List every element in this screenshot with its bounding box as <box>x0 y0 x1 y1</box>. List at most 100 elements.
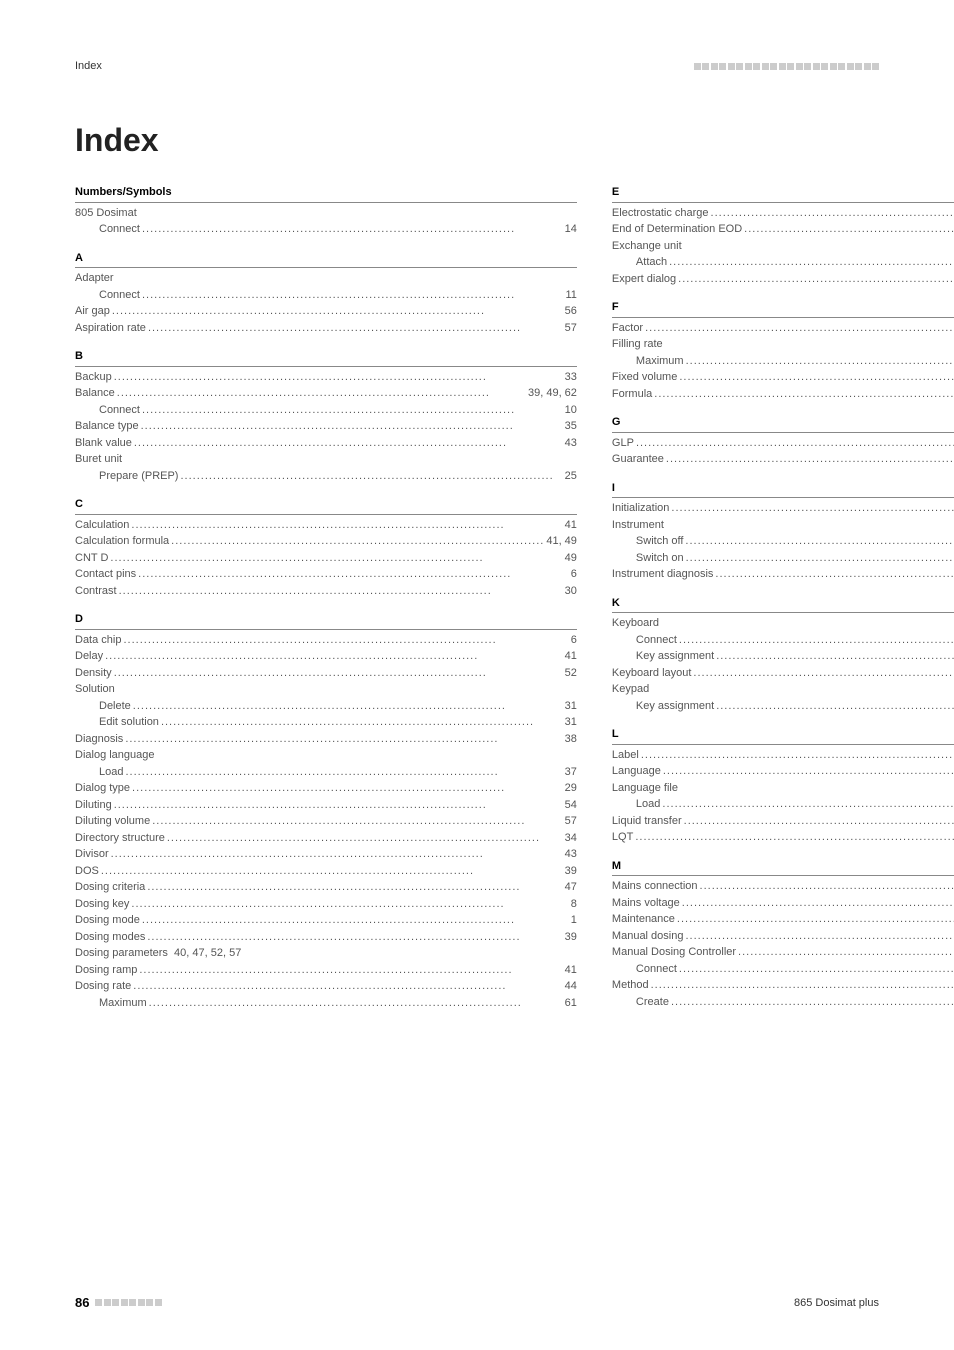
index-section-header: I <box>612 480 954 499</box>
page-header: Index <box>75 60 879 72</box>
index-entry-page: 30 <box>565 583 577 600</box>
index-entry-leader <box>101 863 563 880</box>
index-entry-label: Prepare (PREP) <box>99 468 178 485</box>
index-entry-leader <box>105 648 563 665</box>
index-entry: Method 20 <box>612 977 954 994</box>
index-entry-page: 31 <box>565 714 577 731</box>
decoration-block <box>711 63 718 70</box>
index-entry: Connect 11 <box>612 632 954 649</box>
index-entry-label: Electrostatic charge <box>612 205 709 222</box>
index-entry-page: 29 <box>565 780 577 797</box>
index-entry: GLP 59 <box>612 435 954 452</box>
index-entry-leader <box>152 813 562 830</box>
index-entry-label: Calculation <box>75 517 129 534</box>
index-entry-label: Aspiration rate <box>75 320 146 337</box>
index-entry: Contrast 30 <box>75 583 577 600</box>
index-entry-leader <box>678 271 954 288</box>
index-entry-label: Label <box>612 747 639 764</box>
index-entry-page: 57 <box>565 320 577 337</box>
index-entry-label: Diluting volume <box>75 813 150 830</box>
index-column: EElectrostatic charge 4End of Determinat… <box>612 184 954 1011</box>
index-entry-leader <box>125 764 562 781</box>
index-entry-label: Contrast <box>75 583 117 600</box>
index-entry-page: 41, 49 <box>546 533 577 550</box>
index-entry: Language 28 <box>612 763 954 780</box>
index-entry: Backup 33 <box>75 369 577 386</box>
index-entry-label: Delay <box>75 648 103 665</box>
index-entry-label: Balance type <box>75 418 139 435</box>
index-entry: Diluting 54 <box>75 797 577 814</box>
index-entry-label: Diluting <box>75 797 112 814</box>
index-entry-label: Edit solution <box>99 714 159 731</box>
index-entry-page: 25 <box>565 468 577 485</box>
index-entry-label: Attach <box>636 254 667 271</box>
index-entry-leader <box>693 665 954 682</box>
index-entry: Exchange unit <box>612 238 954 255</box>
index-entry-page: 35 <box>565 418 577 435</box>
index-entry: Keyboard <box>612 615 954 632</box>
index-entry-page: 43 <box>565 435 577 452</box>
footer-page-number: 86 <box>75 1295 89 1310</box>
index-entry-label: Connect <box>636 961 677 978</box>
index-entry-label: Load <box>636 796 660 813</box>
index-entry-leader <box>180 468 562 485</box>
index-entry-leader <box>149 995 563 1012</box>
index-entry: Switch off 17 <box>612 533 954 550</box>
index-entry: Switch on 16 <box>612 550 954 567</box>
index-entry-page: 40, 47, 52, 57 <box>174 945 241 962</box>
index-entry-leader <box>635 829 954 846</box>
index-entry: Directory structure 34 <box>75 830 577 847</box>
index-entry-label: Switch off <box>636 533 684 550</box>
decoration-block <box>694 63 701 70</box>
decoration-block <box>821 63 828 70</box>
index-entry-label: Connect <box>636 632 677 649</box>
index-entry-leader <box>134 435 563 452</box>
index-entry-leader <box>132 780 563 797</box>
index-entry-label: Language <box>612 763 661 780</box>
decoration-block <box>745 63 752 70</box>
index-entry-leader <box>142 402 563 419</box>
index-entry: Keyboard layout 35 <box>612 665 954 682</box>
index-entry: Dosing criteria 47 <box>75 879 577 896</box>
index-entry: Calculation formula 41, 49 <box>75 533 577 550</box>
index-entry-label: Instrument diagnosis <box>612 566 714 583</box>
index-entry: Attach 15 <box>612 254 954 271</box>
index-entry-page: 1 <box>571 912 577 929</box>
index-entry-leader <box>669 254 954 271</box>
decoration-block <box>864 63 871 70</box>
decoration-block <box>872 63 879 70</box>
decoration-block <box>830 63 837 70</box>
index-entry: Key assignment 63 <box>612 698 954 715</box>
index-entry-leader <box>119 583 563 600</box>
index-entry-leader <box>141 418 563 435</box>
index-entry-leader <box>685 928 954 945</box>
decoration-block <box>736 63 743 70</box>
index-entry-label: Blank value <box>75 435 132 452</box>
index-entry: Air gap 56 <box>75 303 577 320</box>
index-entry-leader <box>117 385 526 402</box>
index-section-header: G <box>612 414 954 433</box>
decoration-block <box>719 63 726 70</box>
decoration-block <box>155 1299 162 1306</box>
index-entry-leader <box>139 962 562 979</box>
index-entry-leader <box>716 698 954 715</box>
index-entry: Contact pins 6 <box>75 566 577 583</box>
decoration-block <box>796 63 803 70</box>
decoration-block <box>762 63 769 70</box>
index-entry-label: Calculation formula <box>75 533 169 550</box>
index-entry: Manual dosing 39 <box>612 928 954 945</box>
index-entry-page: 39 <box>565 929 577 946</box>
index-entry-page: 34 <box>565 830 577 847</box>
decoration-block <box>138 1299 145 1306</box>
decoration-block <box>95 1299 102 1306</box>
page-footer: 86 865 Dosimat plus <box>75 1295 879 1310</box>
index-entry: CNT D 49 <box>75 550 577 567</box>
index-entry-leader <box>125 731 562 748</box>
decoration-block <box>855 63 862 70</box>
index-entry-leader <box>133 978 562 995</box>
index-columns: Numbers/Symbols805 DosimatConnect 14AAda… <box>75 184 879 1011</box>
index-entry-leader <box>685 533 954 550</box>
index-entry-label: Connect <box>99 221 140 238</box>
index-entry-page: 56 <box>565 303 577 320</box>
index-entry-label: Keyboard layout <box>612 665 692 682</box>
